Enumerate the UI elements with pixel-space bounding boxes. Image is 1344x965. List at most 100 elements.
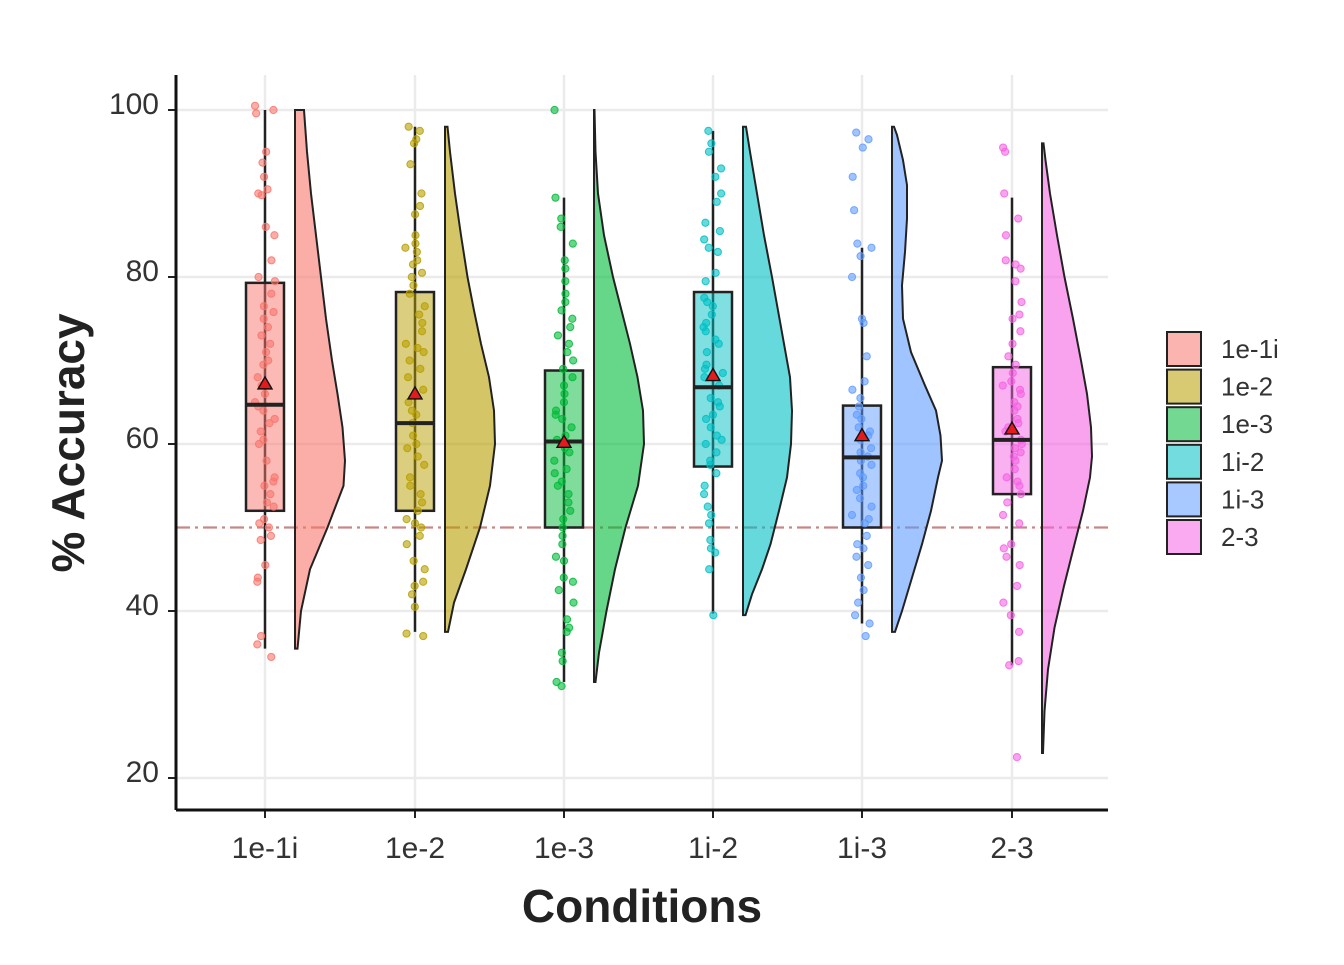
legend-swatch-1e-1i [1166,331,1202,367]
series-1i-2 [692,125,794,620]
data-point [1007,540,1016,549]
data-point [713,247,722,257]
data-point [568,239,577,248]
data-point [256,427,265,436]
data-point [856,573,866,582]
data-point [862,352,871,361]
data-point [418,318,427,328]
data-point [852,552,861,561]
data-point [865,619,874,628]
data-point [266,490,275,499]
data-point [1016,327,1025,336]
data-point [1010,464,1019,474]
data-point [563,348,572,357]
data-point [258,158,267,167]
series-1i-3 [841,125,944,641]
data-point [254,272,263,282]
data-point [708,410,718,419]
data-point [709,611,718,620]
data-point [859,586,868,595]
x-tick-label: 1i-2 [688,832,738,865]
data-point [558,414,567,424]
data-point [417,498,427,507]
data-point [715,226,724,236]
data-point [712,448,721,457]
data-point [711,172,720,181]
data-point [553,331,563,340]
mean-marker-2-3 [1003,420,1021,435]
data-point [1015,519,1024,528]
data-point [569,356,578,365]
data-point [702,348,711,357]
data-point [717,189,726,198]
data-point [409,556,418,566]
data-point [568,314,577,323]
data-point [405,473,415,482]
violin-1i-2 [742,125,794,617]
data-point [412,410,421,419]
data-point [551,410,560,419]
data-point [853,598,863,607]
data-point [705,565,714,574]
data-point [1006,611,1015,620]
data-point [1012,581,1022,591]
data-point [708,302,717,311]
data-point [412,247,421,257]
data-point [250,101,260,110]
data-point [405,289,414,298]
data-point [864,560,873,570]
data-point [415,126,424,135]
data-point [1010,406,1019,415]
data-point [852,128,861,137]
data-point [407,590,417,599]
data-point [269,477,278,486]
legend-label-1e-1i: 1e-1i [1221,334,1279,364]
violin-2-3 [1041,142,1094,754]
data-point [558,523,567,532]
box-1i-3 [841,404,883,529]
data-point [416,364,425,373]
data-point [419,385,428,394]
data-point [1012,753,1022,762]
data-point [265,419,274,428]
data-point [850,611,860,620]
data-point [260,481,269,490]
data-point [417,523,426,532]
data-point [270,277,280,286]
data-point [262,456,271,465]
legend-swatch-1e-3 [1166,406,1202,443]
data-point [559,515,568,524]
mean-marker-1e-2 [406,385,424,400]
data-point [561,277,570,286]
data-point [566,323,575,332]
data-point [1010,444,1020,453]
data-point [712,197,721,206]
data-point [266,339,275,348]
data-point [1003,498,1012,507]
data-point [550,105,559,115]
data-point [701,327,710,336]
data-point [1011,456,1020,465]
x-tick-label: 1e-3 [534,832,594,865]
data-point [420,460,429,469]
data-point [703,297,712,307]
data-point [848,172,857,181]
mean-marker-1i-2 [704,367,722,382]
data-point [701,277,710,286]
data-point [419,577,428,586]
data-point [410,581,419,591]
data-point [562,627,571,636]
data-point [270,414,279,424]
data-point [704,126,713,135]
data-point [402,540,411,549]
data-point [410,210,420,219]
y-tick-label: 20 [126,756,159,789]
data-point [551,552,561,561]
data-point [1015,560,1024,570]
data-point [263,323,272,332]
x-tick-label: 1e-2 [385,832,445,865]
data-point [406,160,415,169]
axes: 20 40 60 80 100 1e-1i 1e-2 1e-3 1i-2 1i-3 2-3 [109,75,1108,865]
series-1e-2 [394,122,497,641]
